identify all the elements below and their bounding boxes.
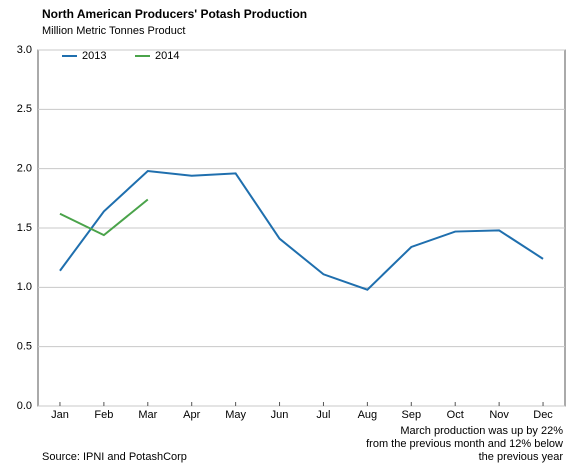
x-tick-label: Oct — [447, 409, 464, 421]
y-tick-label: 0.5 — [17, 341, 32, 353]
y-tick-label: 2.5 — [17, 103, 32, 115]
x-tick-label: May — [225, 409, 246, 421]
legend-label: 2014 — [155, 50, 179, 62]
chart-title: North American Producers' Potash Product… — [42, 7, 307, 21]
x-tick-label: Dec — [533, 409, 553, 421]
annotation: March production was up by 22% — [400, 425, 563, 437]
x-tick-label: Jul — [316, 409, 330, 421]
x-tick-label: Jan — [51, 409, 69, 421]
x-tick-label: Nov — [489, 409, 509, 421]
x-tick-label: Mar — [138, 409, 157, 421]
x-tick-label: Jun — [271, 409, 289, 421]
source: Source: IPNI and PotashCorp — [42, 451, 187, 463]
series-line — [59, 169, 544, 291]
x-tick-label: Apr — [183, 409, 200, 421]
y-tick-label: 2.0 — [17, 163, 32, 175]
series-line — [59, 198, 149, 237]
legend-label: 2013 — [82, 50, 106, 62]
y-tick-label: 1.0 — [17, 281, 32, 293]
annotation: the previous year — [479, 451, 564, 463]
x-tick-label: Sep — [402, 409, 422, 421]
x-tick-label: Aug — [358, 409, 378, 421]
x-tick-label: Feb — [94, 409, 113, 421]
annotation: from the previous month and 12% below — [366, 438, 563, 450]
y-tick-label: 3.0 — [17, 44, 32, 56]
chart-subtitle: Million Metric Tonnes Product — [42, 25, 185, 37]
y-tick-label: 0.0 — [17, 400, 32, 412]
y-tick-label: 1.5 — [17, 222, 32, 234]
